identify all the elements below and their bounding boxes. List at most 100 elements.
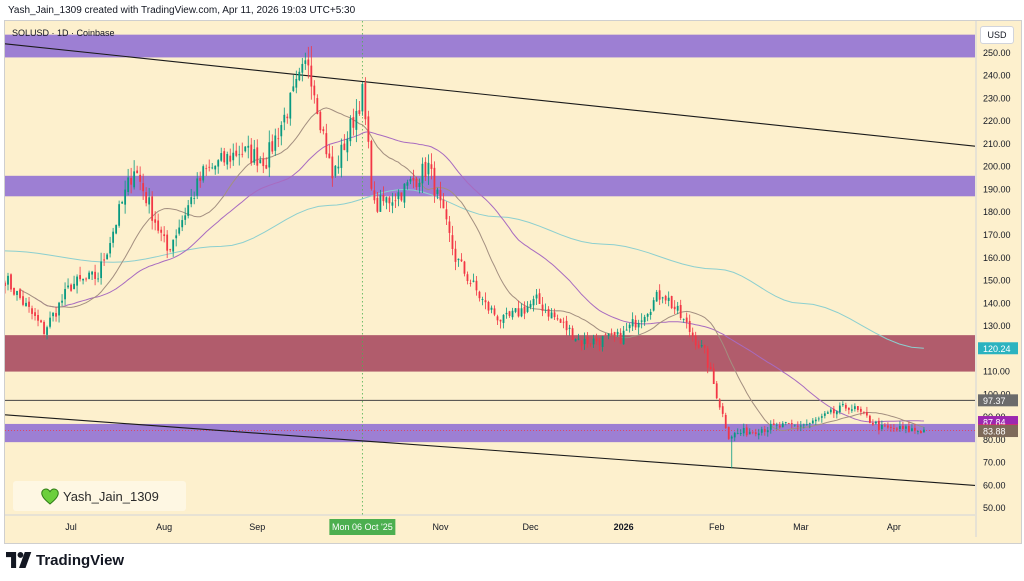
candle-body [850,409,853,411]
candle-28 [88,270,90,280]
candle-body [244,146,247,152]
candle-body [265,165,268,169]
candle-body [511,310,514,318]
candle-body [316,98,319,114]
candle-152 [460,253,463,263]
candle-237 [715,380,718,400]
zone-120 [5,335,975,372]
candle-285 [859,406,862,416]
candle-body [154,219,157,223]
candle-154 [466,271,469,285]
candle-body [508,311,511,316]
candle-body [808,423,811,425]
candle-104 [316,94,319,115]
candle-160 [484,292,487,310]
candle-178 [538,288,541,305]
candle-214 [646,313,649,322]
candle-body [790,423,793,425]
candle-277 [835,410,838,419]
currency-selector[interactable]: USD [980,26,1014,44]
candle-body [868,415,871,423]
candle-255 [769,420,772,434]
price-tag-text: 83.88 [983,427,1006,437]
price-tick-label: 230.00 [983,93,1011,103]
candle-body [457,258,460,261]
candle-2 [10,273,12,293]
candle-body [238,154,241,156]
candle-body [448,221,451,233]
candle-11 [37,309,39,327]
candle-body [814,419,817,422]
candle-239 [721,402,724,418]
candle-253 [763,425,766,436]
candle-body [757,433,760,436]
candle-body [121,202,124,204]
candle-134 [406,179,409,190]
candle-12 [40,319,42,323]
candle-87 [265,157,268,170]
candle-body [397,192,400,200]
candle-body [169,249,172,251]
candle-78 [238,145,241,166]
symbol-label[interactable]: SOLUSD · 1D · Coinbase [12,28,115,38]
candle-57 [175,229,178,247]
candle-body [100,261,102,279]
candle-102 [310,46,313,100]
candle-142 [430,153,433,180]
candle-206 [622,325,625,345]
chart-frame [4,20,1022,544]
watermark-text: Yash_Jain_1309 [63,488,159,504]
candle-244 [736,428,739,435]
candle-body [427,162,430,175]
candle-body [103,259,106,261]
candle-156 [472,273,475,283]
candle-250 [754,428,757,437]
candle-body [106,254,109,260]
candle-body [691,332,694,337]
candle-body [484,300,487,303]
candle-body [670,296,673,309]
candle-body [97,278,99,280]
ma-short-line [19,107,925,432]
candle-241 [727,426,730,440]
candle-body [721,406,724,414]
candle-body [49,317,51,327]
candle-body [655,291,658,302]
candle-217 [655,289,658,302]
candle-body [781,423,784,428]
candle-153 [463,260,466,277]
candle-229 [691,327,694,342]
candle-155 [469,279,472,287]
candle-18 [58,301,60,323]
candle-69 [211,162,214,170]
candle-203 [613,331,616,342]
candle-54 [166,230,169,259]
candle-body [496,316,499,321]
candle-body [853,406,856,410]
price-tick-label: 170.00 [983,230,1011,240]
candle-body [688,320,691,332]
candle-302 [911,424,913,432]
candle-body [658,290,661,300]
candle-21 [67,278,69,289]
candle-136 [412,169,415,189]
candle-280 [844,402,847,412]
candle-body [220,153,223,161]
price-tick-label: 200.00 [983,162,1011,172]
candle-body [91,271,93,275]
candle-289 [871,419,874,427]
candle-body [862,411,865,413]
candle-body [490,307,493,310]
candle-body [355,110,358,130]
price-tag-83-88: 83.88 [978,425,1018,438]
candle-body [547,308,550,317]
candle-body [745,427,748,436]
candle-body [175,235,178,239]
candle-body [388,197,391,204]
candle-295 [890,424,892,432]
tradingview-brand[interactable]: TradingView [6,550,124,570]
candle-body [896,428,898,430]
candle-130 [394,193,397,209]
candle-body [505,312,508,315]
